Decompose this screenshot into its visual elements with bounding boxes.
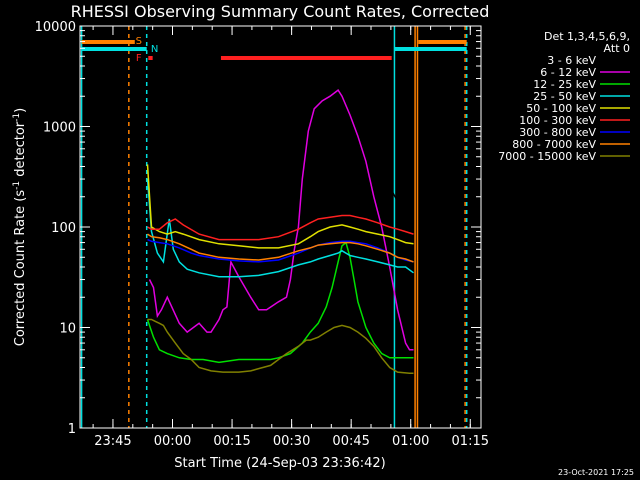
- legend-header-detectors: Det 1,3,4,5,6,9,: [544, 30, 630, 43]
- legend-label-1: 6 - 12 keV: [540, 66, 596, 79]
- legend-label-0: 3 - 6 keV: [547, 54, 596, 67]
- x-tick-label: 00:15: [213, 434, 250, 449]
- state-marker-lines: [80, 26, 468, 428]
- axes: 23:45 00:00 00:15 00:30 00:45 01:00 01:15 1 10 10…: [35, 20, 489, 449]
- y-axis-label-sup2: -1: [12, 113, 22, 122]
- series-line-1: [148, 89, 414, 351]
- legend-label-8: 7000 - 15000 keV: [498, 150, 596, 163]
- legend-label-3: 25 - 50 keV: [533, 90, 596, 103]
- legend-label-4: 50 - 100 keV: [526, 102, 596, 115]
- x-tick-label: 00:00: [154, 434, 191, 449]
- x-tick-label: 01:15: [452, 434, 489, 449]
- series-line-7: [147, 233, 414, 263]
- legend-header-attenuator: Att 0: [604, 42, 630, 55]
- state-marker-s: S: [136, 36, 142, 47]
- y-axis-label-main: Corrected Count Rate (s: [13, 190, 28, 347]
- x-tick-label: 00:45: [332, 434, 369, 449]
- y-tick-label: 1000: [43, 121, 76, 136]
- legend-label-6: 300 - 800 keV: [519, 126, 596, 139]
- x-tick-label: 00:30: [273, 434, 310, 449]
- footer-timestamp: 23-Oct-2021 17:25: [558, 468, 634, 477]
- series-line-4: [146, 164, 414, 249]
- state-marker-f: F: [136, 53, 142, 64]
- y-axis-label-mid: detector: [13, 121, 28, 181]
- state-marker-n: N: [151, 44, 158, 55]
- series-line-3: [146, 178, 414, 278]
- legend-label-5: 100 - 300 keV: [519, 114, 596, 127]
- x-tick-label: 23:45: [94, 434, 131, 449]
- y-axis-label-sup1: -1: [12, 181, 22, 190]
- y-axis-label-end: ): [13, 108, 28, 113]
- y-axis-label: Corrected Count Rate (s-1 detector-1): [12, 108, 28, 346]
- series-line-8: [147, 318, 414, 375]
- plot-frame: [79, 25, 482, 429]
- series-line-5: [147, 214, 414, 241]
- y-tick-label: 10000: [35, 20, 76, 35]
- legend-label-7: 800 - 7000 keV: [512, 138, 596, 151]
- series-group: [146, 89, 415, 375]
- chart-title: RHESSI Observing Summary Count Rates, Co…: [71, 2, 490, 21]
- series-line-6: [147, 238, 414, 263]
- y-tick-label: 10: [59, 322, 76, 337]
- series-line-0: [148, 121, 415, 341]
- legend-label-2: 12 - 25 keV: [533, 78, 596, 91]
- state-bars: SFN: [81, 36, 467, 64]
- y-tick-label: 1: [68, 422, 76, 437]
- x-tick-label: 01:00: [392, 434, 429, 449]
- x-axis-label: Start Time (24-Sep-03 23:36:42): [174, 456, 385, 471]
- y-tick-label: 100: [51, 221, 76, 236]
